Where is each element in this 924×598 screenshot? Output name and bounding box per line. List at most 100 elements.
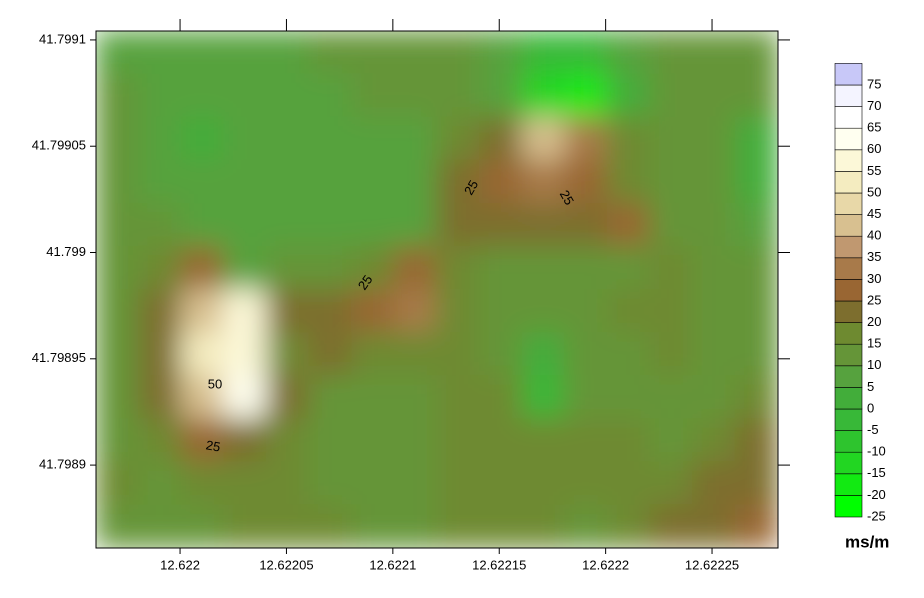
field-cell [96, 375, 140, 420]
field-cell [436, 375, 481, 420]
field-cell [607, 73, 651, 118]
field-cell [436, 116, 481, 161]
field-cell [734, 116, 778, 161]
field-cell [521, 31, 566, 75]
field-cell [692, 202, 736, 247]
field-cell [692, 418, 736, 463]
field-cell [223, 375, 267, 420]
field-cell [308, 461, 353, 506]
field-cell [223, 116, 267, 161]
field-cell [180, 159, 225, 204]
colorbar-label: 70 [867, 98, 881, 113]
x-tick-label: 12.62225 [685, 557, 739, 572]
field-cell [479, 289, 523, 334]
field-cell [393, 375, 438, 420]
y-tick-label: 41.799 [46, 244, 86, 259]
field-cell [521, 116, 566, 161]
colorbar-label: 75 [867, 76, 881, 91]
field-cell [607, 31, 651, 75]
field-cell [223, 418, 267, 463]
field-cell [138, 116, 182, 161]
field-cells [96, 31, 778, 548]
colorbar-box [834, 387, 863, 410]
field-cell [138, 289, 182, 334]
field-cell [266, 375, 310, 420]
field-cell [266, 202, 310, 247]
field-cell [138, 461, 182, 506]
field-cell [564, 159, 608, 204]
field-cell [180, 245, 225, 290]
field-cell [223, 332, 267, 377]
field-cell [96, 73, 140, 118]
colorbar-label: -25 [867, 508, 886, 523]
field-cell [96, 418, 140, 463]
field-cell [564, 375, 608, 420]
colorbar-unit: ms/m [845, 532, 889, 551]
colorbar-box [834, 343, 863, 367]
field-cell [436, 418, 481, 463]
field-cell [479, 116, 523, 161]
field-cell [436, 31, 481, 75]
colorbar-box [834, 171, 863, 194]
colorbar-label: 60 [867, 141, 881, 156]
y-tick-label: 41.7989 [39, 457, 86, 472]
field-cell [96, 245, 140, 290]
colorbar-box [834, 495, 863, 518]
colorbar-box [834, 279, 863, 302]
field-cell [138, 31, 182, 75]
contour-label: 25 [355, 272, 376, 292]
field-cell [521, 332, 566, 377]
field-cell [521, 73, 566, 118]
field-cell [479, 375, 523, 420]
field-cell [180, 461, 225, 506]
field-cell [607, 289, 651, 334]
field-cell [393, 31, 438, 75]
field-cell [564, 245, 608, 290]
field-cell [308, 159, 353, 204]
field-cell [96, 461, 140, 506]
field-cell [223, 245, 267, 290]
field-cell [266, 461, 310, 506]
y-tick-label: 41.79905 [32, 138, 86, 153]
field-cell [649, 31, 694, 75]
colorbar-label: -5 [867, 422, 879, 437]
field-cell [180, 116, 225, 161]
field-cell [607, 504, 651, 548]
colorbar-box [834, 257, 863, 280]
field-cell [96, 31, 140, 75]
field-cell [308, 289, 353, 334]
colorbar-label: 15 [867, 336, 881, 351]
field-cell [734, 418, 778, 463]
contour-label: 25 [205, 437, 222, 454]
field-cell [393, 289, 438, 334]
field-cell [266, 159, 310, 204]
colorbar-box [834, 192, 863, 215]
field-cell [649, 332, 694, 377]
field-cell [351, 332, 395, 377]
field-cell [692, 73, 736, 118]
field-cell [351, 245, 395, 290]
field-cell [607, 418, 651, 463]
field-cell [138, 375, 182, 420]
field-cell [308, 31, 353, 75]
field-cell [308, 332, 353, 377]
colorbar-box [834, 451, 863, 475]
field-cell [180, 31, 225, 75]
colorbar-box [834, 408, 863, 431]
field-cell [607, 461, 651, 506]
colorbar-label: 65 [867, 120, 881, 135]
field-cell [607, 159, 651, 204]
field-cell [393, 504, 438, 548]
colorbar-label: 45 [867, 206, 881, 221]
field-cell [479, 418, 523, 463]
field-cell [138, 73, 182, 118]
field-cell [138, 332, 182, 377]
colorbar-label: -15 [867, 465, 886, 480]
contour-field [96, 31, 778, 548]
field-cell [180, 375, 225, 420]
field-cell [96, 116, 140, 161]
x-tick-label: 12.62205 [259, 557, 313, 572]
field-cell [223, 159, 267, 204]
field-cell [692, 461, 736, 506]
